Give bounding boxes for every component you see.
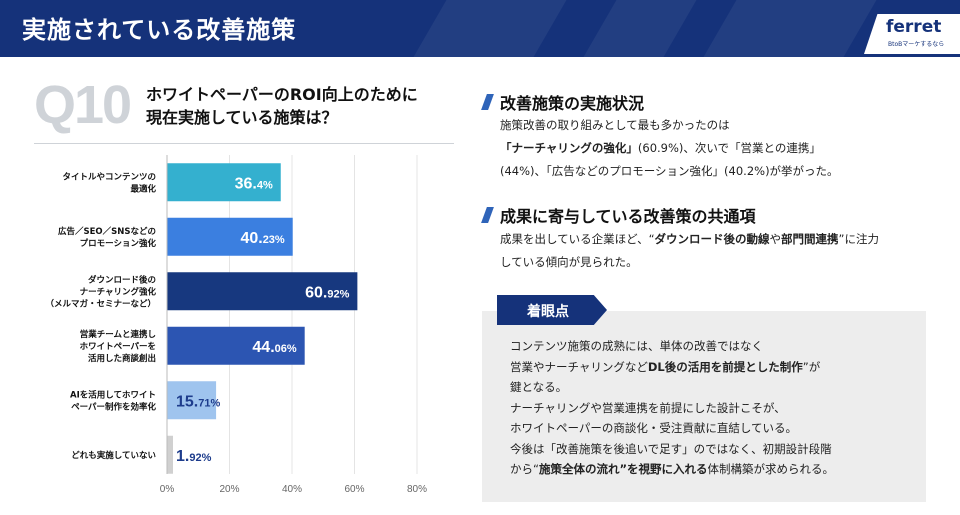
insight-badge: 着眼点 — [497, 295, 607, 325]
header-stripe — [583, 0, 697, 57]
section2-text: 成果を出している企業ほど、“ — [500, 232, 655, 246]
category-label-line: AIを活用してホワイト — [70, 389, 156, 400]
value-label-integer: 44. — [252, 339, 274, 356]
category-label: 広告／SEO／SNSなどのプロモーション強化 — [58, 226, 157, 249]
category-label-line: ナーチャリング強化 — [80, 286, 157, 297]
x-tick-label: 0% — [160, 484, 175, 495]
section2-body: 成果を出している企業ほど、“ダウンロード後の動線や部門間連携”に注力 している傾… — [500, 228, 879, 274]
value-label: 1.92% — [176, 448, 212, 465]
section2-text: ”に注力 — [838, 232, 880, 246]
value-label-integer: 40. — [240, 230, 262, 247]
bar — [167, 326, 305, 365]
question-text: ホワイトペーパーのROI向上のために 現在実施している施策は？ — [146, 83, 418, 129]
logo-tagline: BtoBマーケするなら — [888, 41, 945, 48]
section2-text: や — [769, 232, 782, 246]
insight-line: 鍵となる。 — [510, 380, 568, 394]
x-tick-label: 40% — [282, 484, 302, 495]
insight-text: から“ — [510, 462, 539, 476]
value-label: 40.23% — [240, 230, 284, 247]
category-label-line: タイトルやコンテンツの — [62, 171, 156, 182]
insight-text: 体制構築が求められる。 — [707, 462, 835, 476]
bar — [167, 381, 217, 420]
insight-text: ”が — [802, 359, 821, 374]
category-label-line: ダウンロード後の — [88, 274, 156, 285]
value-label-integer: 15. — [176, 393, 198, 410]
insight-emphasis: 施策全体の流れ”を視野に入れる — [538, 462, 708, 476]
logo-name: ferret — [886, 17, 942, 37]
ferret-logo: ferret BtoBマーケするなら — [864, 14, 960, 54]
insight-line: ホワイトペーパーの商談化・受注貢献に直結している。 — [510, 421, 798, 435]
section1-marker — [481, 94, 494, 110]
value-label-decimal: 92% — [327, 288, 349, 300]
section1-body: 施策改善の取り組みとして最も多かったのは 「ナーチャリングの強化」(60.9%)… — [500, 114, 839, 183]
question-divider — [34, 143, 454, 144]
value-label: 60.92% — [305, 284, 349, 301]
category-label: ダウンロード後のナーチャリング強化（メルマガ・セミナーなど） — [45, 274, 156, 309]
value-label-integer: 1. — [176, 448, 189, 465]
section2-line-2: している傾向が見られた。 — [500, 255, 638, 269]
category-label: 営業チームと連携しホワイトペーパーを活用した商談創出 — [80, 329, 156, 364]
category-label-line: （メルマガ・セミナーなど） — [45, 298, 156, 309]
value-label: 36.4% — [235, 175, 273, 192]
bar — [167, 435, 173, 474]
header-stripe — [413, 0, 567, 57]
value-label-integer: 60. — [305, 284, 327, 301]
value-label-decimal: 4% — [257, 179, 273, 191]
insight-badge-label: 着眼点 — [527, 304, 569, 320]
section1-line-2-rest: (60.9%)、次いで「営業との連携」 — [637, 141, 821, 155]
question-line-1: ホワイトペーパーのROI向上のために — [146, 85, 418, 104]
section1-line-2: 「ナーチャリングの強化」(60.9%)、次いで「営業との連携」 — [500, 137, 839, 160]
x-tick-label: 20% — [219, 484, 239, 495]
category-label-line: ペーパー制作を効率化 — [71, 401, 156, 412]
page-header: 実施されている改善施策 — [0, 0, 960, 57]
header-stripe — [703, 0, 877, 57]
category-label-line: 広告／SEO／SNSなどの — [58, 226, 156, 237]
insight-line: から“施策全体の流れ”を視野に入れる体制構築が求められる。 — [510, 459, 834, 480]
bar — [167, 272, 358, 311]
section2-line-1: 成果を出している企業ほど、“ダウンロード後の動線や部門間連携”に注力 — [500, 228, 879, 251]
question-number: Q10 — [34, 75, 132, 135]
insight-text: 営業やナーチャリングなど — [510, 359, 648, 374]
insight-line: ナーチャリングや営業連携を前提にした設計こそが、 — [510, 400, 786, 415]
category-label-line: どれも実施していない — [71, 450, 156, 461]
bar-chart: 0% 20% 40% 60% 80% タイトルやコンテンツの最適化 36.4% 広告／SEO／… — [45, 155, 427, 495]
section2-emphasis-2: 部門間連携 — [781, 232, 839, 246]
page-title: 実施されている改善施策 — [22, 16, 297, 44]
value-label: 15.71% — [176, 393, 220, 410]
value-label-decimal: 06% — [275, 343, 297, 355]
category-label-line: 活用した商談創出 — [88, 353, 156, 364]
section1-line-3: (44%)、「広告などのプロモーション強化」(40.2%)が挙がった。 — [500, 164, 839, 178]
category-label-line: 営業チームと連携し — [80, 329, 156, 340]
value-label-integer: 36. — [235, 175, 257, 192]
section2-marker — [481, 207, 494, 223]
insight-box — [482, 311, 926, 502]
value-label: 44.06% — [252, 339, 296, 356]
insight-line: 営業やナーチャリングなどDL後の活用を前提とした制作”が — [510, 357, 834, 378]
value-label-decimal: 92% — [189, 452, 211, 464]
x-tick-label: 60% — [344, 484, 364, 495]
insight-emphasis: DL後の活用を前提とした制作 — [647, 359, 803, 374]
category-label: タイトルやコンテンツの最適化 — [62, 171, 156, 194]
category-label: AIを活用してホワイトペーパー制作を効率化 — [70, 389, 156, 412]
bar — [167, 217, 293, 256]
question-line-2: 現在実施している施策は？ — [146, 108, 338, 127]
insight-line: 今後は「改善施策を後追いで足す」のではなく、初期設計段階 — [510, 441, 832, 456]
category-label: どれも実施していない — [71, 450, 156, 461]
value-label-decimal: 23% — [263, 234, 285, 246]
insight-line: コンテンツ施策の成熟には、単体の改善ではなく — [510, 339, 763, 353]
x-tick-label: 80% — [407, 484, 427, 495]
value-label-decimal: 71% — [198, 397, 220, 409]
category-label-line: ホワイトペーパーを — [80, 341, 156, 352]
section2-title: 成果に寄与している改善策の共通項 — [500, 207, 756, 226]
bar — [167, 163, 281, 202]
section1-emphasis: 「ナーチャリングの強化」 — [500, 141, 638, 155]
category-label-line: プロモーション強化 — [80, 238, 157, 249]
section2-emphasis-1: ダウンロード後の動線 — [654, 232, 770, 246]
insight-body: コンテンツ施策の成熟には、単体の改善ではなく 営業やナーチャリングなどDL後の活… — [510, 336, 834, 480]
category-label-line: 最適化 — [130, 183, 156, 194]
section1-title: 改善施策の実施状況 — [500, 94, 645, 113]
section1-line-1: 施策改善の取り組みとして最も多かったのは — [500, 118, 730, 132]
